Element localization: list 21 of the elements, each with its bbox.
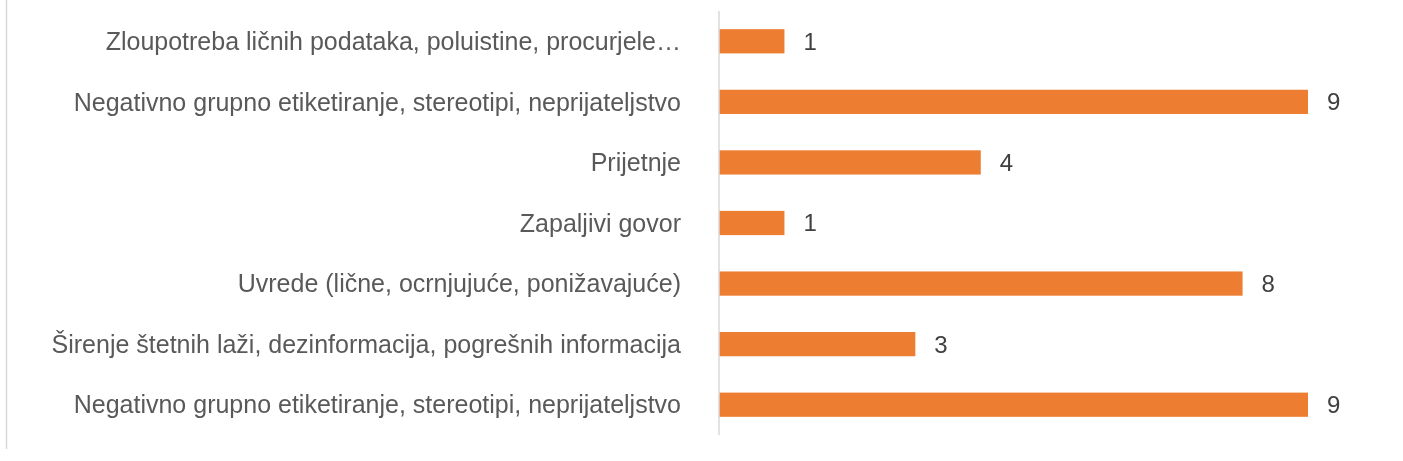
bar: [719, 210, 785, 236]
data-label: 3: [934, 330, 948, 358]
bar: [719, 392, 1308, 417]
y-tick-label: Prijetnje: [590, 148, 681, 177]
data-label: 8: [1261, 269, 1275, 297]
bar: [719, 271, 1243, 296]
y-tick-label: Zapaljivi govor: [519, 208, 681, 237]
y-tick-label: Zloupotreba ličnih podataka, poluistine, procurjele…: [105, 27, 681, 56]
bar: [719, 29, 785, 54]
data-label: 1: [803, 209, 817, 237]
y-tick-label: Uvrede (lične, ocrnjujuće, ponižavajuće): [237, 269, 681, 298]
bar: [719, 150, 981, 175]
y-tick-label: Širenje štetnih laži, dezinformacija, pogrešnih informacija: [51, 329, 682, 358]
data-label: 9: [1327, 391, 1341, 419]
y-tick-label: Negativno grupno etiketiranje, stereotipi, neprijateljstvo: [73, 390, 681, 419]
bar: [719, 332, 916, 357]
bar: [719, 89, 1308, 114]
y-tick-label: Negativno grupno etiketiranje, stereotipi, neprijateljstvo: [73, 87, 681, 116]
data-label: 4: [999, 148, 1014, 176]
data-label: 9: [1327, 88, 1341, 116]
data-label: 1: [803, 27, 817, 55]
